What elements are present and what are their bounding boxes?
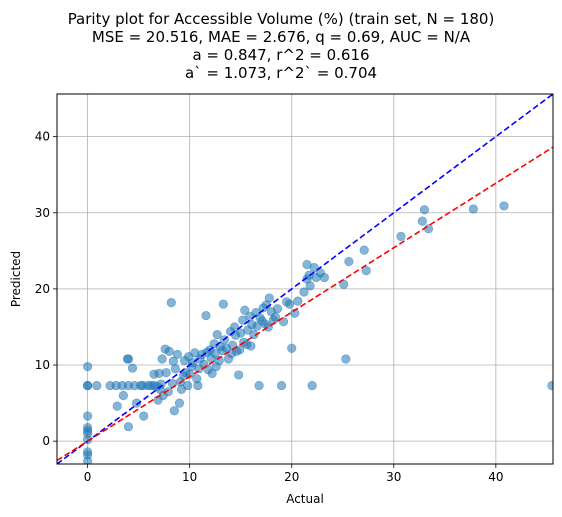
y-tick-label: 10	[35, 358, 50, 372]
data-point	[419, 205, 430, 215]
y-tick-label: 30	[35, 206, 50, 220]
data-point	[361, 266, 371, 276]
chart-title-line-4: a` = 1.073, r^2` = 0.704	[184, 64, 378, 82]
data-point	[218, 299, 228, 309]
data-point	[341, 354, 351, 364]
data-point	[161, 368, 171, 378]
data-point	[499, 201, 509, 211]
data-point	[417, 216, 427, 226]
data-point	[163, 387, 173, 397]
y-axis-label: Predicted	[9, 251, 23, 307]
y-tick-label: 40	[35, 130, 50, 144]
data-point	[164, 346, 174, 356]
data-point	[285, 299, 295, 309]
chart-title-line-3: a = 0.847, r^2 = 0.616	[192, 46, 370, 64]
data-point	[83, 380, 93, 391]
data-point	[344, 256, 354, 267]
x-axis-label: Actual	[286, 492, 324, 506]
x-tick-label: 40	[488, 470, 503, 484]
data-point	[92, 380, 102, 391]
chart-title-line-1: Parity plot for Accessible Volume (%) (t…	[67, 10, 495, 28]
chart-title-line-2: MSE = 20.516, MAE = 2.676, q = 0.69, AUC…	[91, 28, 471, 46]
data-point	[83, 411, 93, 421]
y-tick-label: 0	[42, 434, 50, 448]
data-point	[123, 354, 134, 364]
data-point	[157, 354, 167, 364]
data-point	[359, 245, 369, 255]
data-point	[193, 380, 203, 391]
data-point	[276, 380, 287, 391]
data-point	[183, 380, 193, 391]
data-point	[214, 355, 224, 366]
data-point	[166, 298, 176, 308]
data-point	[118, 390, 128, 401]
data-point	[254, 380, 264, 391]
data-point	[319, 272, 329, 283]
data-point	[307, 380, 317, 391]
data-point	[547, 380, 553, 391]
grid-lines	[57, 94, 553, 464]
data-point	[201, 310, 211, 321]
plot-frame	[56, 93, 554, 465]
data-point	[212, 329, 222, 340]
data-point	[156, 379, 166, 389]
data-point	[170, 364, 180, 374]
data-point	[272, 304, 283, 314]
data-point	[246, 341, 256, 351]
fit-line	[57, 146, 553, 462]
data-point	[240, 305, 250, 315]
data-point	[169, 406, 179, 416]
reference-lines	[57, 94, 553, 464]
data-point	[83, 361, 93, 372]
scatter-points	[83, 201, 553, 464]
data-point	[299, 287, 309, 297]
data-point	[293, 296, 303, 306]
data-point	[234, 370, 244, 380]
data-point	[468, 204, 478, 214]
data-point	[287, 343, 297, 353]
data-point	[305, 281, 315, 291]
data-point	[132, 398, 142, 408]
data-point	[123, 422, 134, 432]
data-point	[127, 363, 138, 373]
x-tick-label: 0	[84, 470, 92, 484]
parity-line	[57, 94, 553, 464]
y-tick-label: 20	[35, 282, 50, 296]
data-point	[83, 456, 93, 464]
data-point	[139, 411, 149, 421]
data-point	[112, 401, 122, 411]
data-point	[174, 398, 185, 408]
data-point	[207, 368, 217, 379]
data-point	[172, 349, 183, 359]
data-point	[235, 345, 245, 355]
data-point	[302, 259, 312, 270]
data-point	[423, 224, 434, 234]
data-point	[396, 231, 406, 241]
data-point	[238, 315, 248, 325]
axis-ticks: 0 10 20 30 40 0 10 20 30 40	[35, 130, 504, 484]
x-tick-label: 20	[284, 470, 299, 484]
data-point	[264, 293, 274, 303]
x-tick-label: 30	[386, 470, 401, 484]
x-tick-label: 10	[182, 470, 197, 484]
